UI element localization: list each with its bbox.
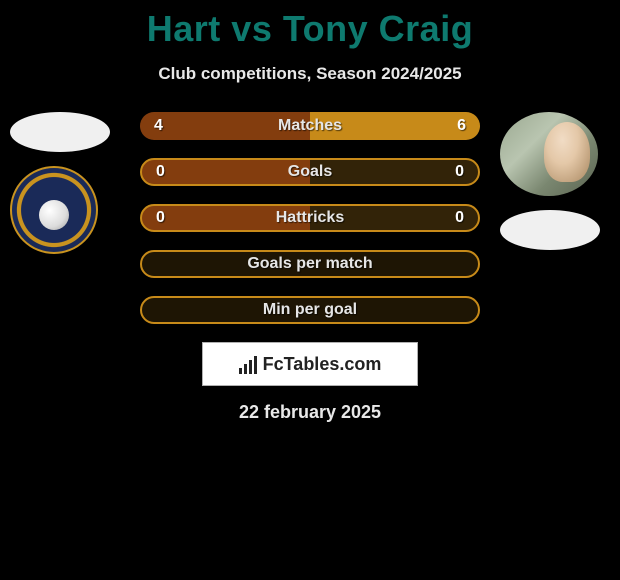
right-player-avatar	[500, 112, 598, 196]
left-player-avatar	[10, 112, 110, 152]
stat-row-matches: 4 Matches 6	[140, 112, 480, 140]
comparison-area: 4 Matches 6 0 Goals 0 0 Hattricks 0 Goal…	[0, 112, 620, 423]
stat-row-goals: 0 Goals 0	[140, 158, 480, 186]
subtitle: Club competitions, Season 2024/2025	[0, 64, 620, 84]
right-club-badge	[500, 210, 600, 250]
stat-label: Goals per match	[142, 255, 478, 273]
stat-label: Min per goal	[142, 301, 478, 319]
stat-row-hattricks: 0 Hattricks 0	[140, 204, 480, 232]
stat-label: Matches	[140, 117, 480, 135]
stat-label: Hattricks	[142, 209, 478, 227]
stat-left-value: 0	[156, 209, 165, 227]
stat-left-value: 4	[154, 117, 163, 135]
stat-right-value: 6	[457, 117, 466, 135]
stat-label: Goals	[142, 163, 478, 181]
right-player-column	[500, 112, 610, 250]
stat-row-min-per-goal: Min per goal	[140, 296, 480, 324]
left-club-badge	[10, 166, 98, 254]
brand-text: FcTables.com	[263, 354, 382, 375]
brand-link[interactable]: FcTables.com	[202, 342, 418, 386]
badge-ball-icon	[39, 200, 69, 230]
stat-right-value: 0	[455, 163, 464, 181]
stat-rows: 4 Matches 6 0 Goals 0 0 Hattricks 0 Goal…	[140, 112, 480, 324]
stat-left-value: 0	[156, 163, 165, 181]
brand-chart-icon	[239, 354, 257, 374]
page-title: Hart vs Tony Craig	[0, 0, 620, 50]
left-player-column	[10, 112, 120, 254]
stat-row-goals-per-match: Goals per match	[140, 250, 480, 278]
stat-right-value: 0	[455, 209, 464, 227]
footer-date: 22 february 2025	[0, 402, 620, 423]
